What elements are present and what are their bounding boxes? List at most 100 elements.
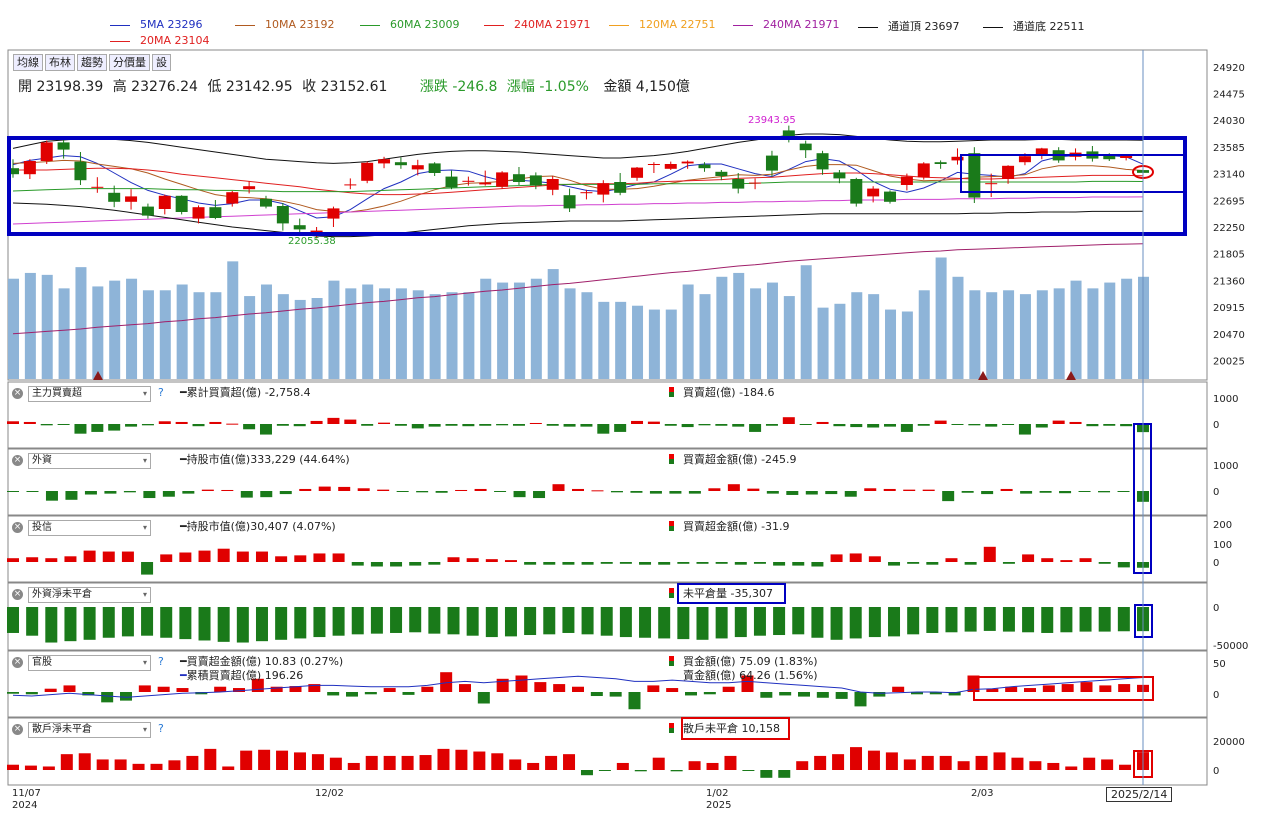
panel-select-main-force[interactable]: 主力買賣超 ▾: [28, 386, 151, 402]
legend-60ma: 60MA 23009: [360, 18, 460, 31]
indicator-bar: [658, 607, 671, 639]
indicator-bar: [983, 546, 996, 562]
indicator-bar: [1078, 491, 1091, 492]
indicator-bar: [217, 607, 230, 642]
indicator-bar: [198, 550, 211, 562]
help-icon[interactable]: ?: [158, 722, 164, 735]
panel-bar-label-2: 賣金額(億) 64.26 (1.56%): [683, 669, 818, 682]
indicator-bar: [715, 607, 728, 639]
panel-select-foreign[interactable]: 外資 ▾: [28, 453, 151, 469]
close-panel-icon[interactable]: ×: [12, 522, 23, 533]
annotation-box-recent: [960, 154, 1185, 193]
indicator-bar: [572, 686, 584, 692]
indicator-bar: [1022, 554, 1035, 562]
indicator-bar: [850, 424, 863, 428]
candle-body: [175, 195, 188, 212]
indicator-bar: [313, 607, 326, 638]
indicator-bar: [168, 760, 181, 770]
indicator-bar: [186, 755, 199, 770]
volume-bar: [328, 280, 340, 379]
indicator-bar: [734, 562, 747, 565]
volume-bar: [1087, 288, 1099, 379]
low-value: 低 23142.95: [207, 79, 293, 95]
indicator-bar: [240, 750, 253, 770]
volume-bar: [868, 294, 880, 379]
tab-trend[interactable]: 趨勢: [77, 54, 107, 71]
panel-select-foreign-oi[interactable]: 外資淨未平倉 ▾: [28, 587, 151, 603]
indicator-bar: [698, 424, 711, 426]
volume-bar: [1053, 288, 1065, 379]
candle-body: [934, 162, 947, 164]
indicator-bar: [1042, 685, 1055, 692]
candle-body: [563, 195, 576, 209]
indicator-bar: [948, 692, 961, 696]
indicator-bar: [1035, 424, 1048, 428]
indicator-bar: [275, 556, 288, 562]
signal-marker: [978, 371, 988, 380]
help-icon[interactable]: ?: [158, 386, 164, 399]
candle-body: [816, 153, 829, 170]
indicator-bar: [867, 750, 880, 770]
panel-select-retail-oi[interactable]: 散戶淨未平倉 ▾: [28, 722, 151, 738]
panel-frame-foreign: [7, 448, 1208, 516]
panel-bar-label: 買賣超金額(億) -31.9: [669, 518, 790, 534]
indicator-bar: [825, 491, 838, 495]
indicator-bar: [849, 607, 862, 639]
close-panel-icon[interactable]: ×: [12, 589, 23, 600]
indicator-bar: [394, 424, 407, 426]
indicator-bar: [226, 423, 239, 425]
indicator-bar: [222, 766, 235, 770]
close-panel-icon[interactable]: ×: [12, 724, 23, 735]
candle-body: [496, 172, 509, 187]
indicator-bar: [942, 491, 955, 502]
panel-select-gov-fund[interactable]: 官股 ▾: [28, 655, 151, 671]
panel-select-trust[interactable]: 投信 ▾: [28, 520, 151, 536]
volume-bar: [918, 290, 930, 379]
indicator-bar: [44, 688, 57, 692]
indicator-bar: [677, 607, 690, 640]
volume-bar: [395, 288, 407, 379]
indicator-bar: [120, 692, 132, 701]
indicator-bar: [830, 554, 843, 562]
indicator-bar: [1099, 685, 1112, 692]
close-panel-icon[interactable]: ×: [12, 388, 23, 399]
close-panel-icon[interactable]: ×: [12, 455, 23, 466]
settings-button[interactable]: 設: [152, 54, 171, 71]
indicator-bar: [830, 607, 843, 640]
candle-body: [580, 192, 593, 194]
candle-body: [749, 182, 762, 184]
volume-bar: [1121, 278, 1133, 379]
indicator-bar: [435, 491, 448, 493]
volume-bar: [716, 276, 728, 379]
panel-axis-tick: 1000: [1213, 461, 1238, 472]
chevron-down-icon: ▾: [142, 523, 147, 532]
help-icon[interactable]: ?: [158, 655, 164, 668]
price-axis-tick: 22250: [1213, 223, 1245, 234]
indicator-bar: [986, 688, 999, 692]
indicator-bar: [798, 692, 810, 697]
indicator-bar: [600, 562, 613, 564]
indicator-bar: [964, 562, 977, 565]
indicator-bar: [614, 424, 627, 432]
indicator-bar: [466, 607, 479, 636]
candle-body: [411, 165, 424, 170]
indicator-bar: [396, 491, 409, 492]
tab-ma[interactable]: 均線: [13, 54, 43, 71]
close-panel-icon[interactable]: ×: [12, 657, 23, 668]
indicator-bar: [143, 491, 156, 499]
tab-bollinger[interactable]: 布林: [45, 54, 75, 71]
indicator-bar: [82, 692, 95, 696]
tab-volume-profile[interactable]: 分價量: [109, 54, 150, 71]
candle-body: [1002, 165, 1015, 179]
indicator-bar: [1002, 424, 1015, 425]
indicator-bar: [1020, 491, 1033, 494]
indicator-bar: [390, 562, 403, 567]
chevron-down-icon: ▾: [142, 389, 147, 398]
candle-body: [158, 195, 171, 209]
indicator-bar: [591, 490, 604, 492]
indicator-bar: [141, 424, 154, 426]
panel-line-label-2: ━累積買賣超(億) 196.26: [180, 669, 304, 682]
candle-body: [985, 183, 998, 185]
panel-frame-retail-oi: [7, 717, 1208, 786]
annotation-box-retail-label: [681, 717, 790, 740]
